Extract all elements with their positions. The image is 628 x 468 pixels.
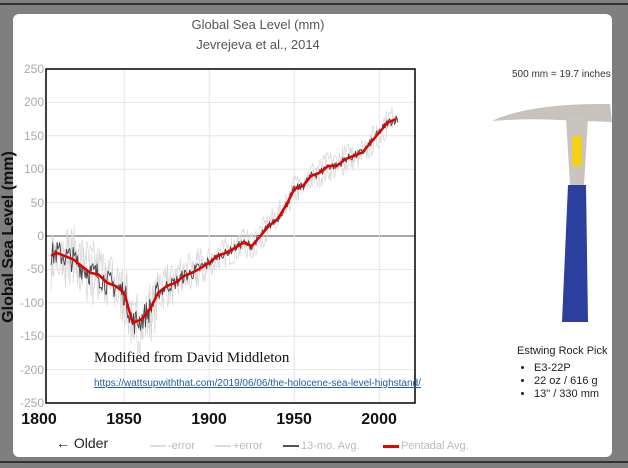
tool-specs: E3-22P 22 oz / 616 g 13" / 330 mm (520, 362, 599, 401)
y-tick-label: 0 (37, 229, 44, 243)
y-tick-label: -200 (19, 362, 44, 377)
chart-subtitle: Jevrejeva et al., 2014 (196, 37, 320, 52)
tool-name: Estwing Rock Pick (517, 345, 608, 357)
13mo-avg-line (50, 115, 399, 335)
source-link[interactable]: https://wattsupwiththat.com/2019/06/06/t… (94, 378, 421, 389)
y-axis-label: Global Sea Level (mm) (0, 151, 17, 323)
plot-frame (45, 68, 416, 404)
spec-item: 22 oz / 616 g (534, 375, 599, 388)
x-tick-label: 2000 (361, 411, 397, 428)
chart-title: Global Sea Level (mm) (191, 17, 325, 32)
legend-13mo: 13-mo. Avg. (283, 440, 360, 452)
spec-item: E3-22P (534, 362, 599, 375)
legend-plus-error: +error (215, 440, 263, 452)
x-tick-label: 1950 (276, 411, 312, 428)
y-tick-label: -150 (19, 329, 44, 344)
spec-item: 13" / 330 mm (534, 388, 599, 401)
y-tick-label: 200 (23, 95, 44, 110)
scale-note: 500 mm = 19.7 inches (512, 69, 611, 80)
y-tick-label: 250 (23, 62, 44, 76)
y-tick-label: -250 (19, 396, 44, 410)
y-tick-label: 100 (23, 162, 44, 177)
legend-minus-error: -error (150, 440, 195, 452)
x-tick-label: 1850 (106, 411, 142, 428)
credit-text: Modified from David Middleton (94, 350, 290, 366)
y-tick-label: -100 (19, 295, 44, 310)
y-tick-label: -50 (26, 262, 44, 277)
y-tick-label: 50 (30, 195, 44, 210)
legend-pentadal: Pentadal Avg. (383, 440, 469, 452)
plus-error-line (50, 106, 399, 340)
pentadal-avg-line (50, 117, 397, 325)
x-tick-label: 1800 (21, 411, 57, 428)
x-tick-label: 1900 (191, 411, 227, 428)
y-tick-label: 150 (23, 128, 44, 143)
older-label: ← Older (56, 435, 109, 451)
